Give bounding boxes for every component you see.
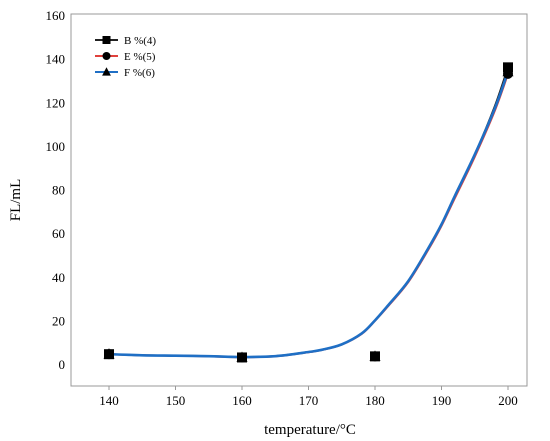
legend-marker (102, 36, 111, 44)
x-tick-label: 150 (166, 393, 186, 408)
series-line-3 (108, 71, 510, 359)
x-tick-label: 140 (99, 393, 119, 408)
x-tick-label: 170 (299, 393, 319, 408)
y-tick-label: 80 (52, 183, 65, 198)
series-3-point (236, 351, 248, 362)
series-3-point (103, 348, 115, 359)
x-tick-label: 190 (432, 393, 452, 408)
legend-label: B %(4) (124, 35, 156, 47)
series-line-2 (108, 73, 509, 359)
x-axis-title: temperature/°C (264, 422, 356, 438)
x-tick-label: 160 (232, 393, 252, 408)
legend-marker (102, 67, 111, 76)
x-tick-label: 200 (498, 393, 518, 408)
y-tick-label: 20 (52, 313, 65, 328)
y-tick-label: 140 (46, 52, 66, 67)
y-tick-label: 100 (46, 139, 66, 154)
series-3-point (502, 65, 514, 77)
x-tick-label: 180 (365, 393, 385, 408)
y-tick-label: 120 (46, 95, 66, 110)
legend-label: F %(6) (124, 67, 155, 79)
legend-marker (102, 52, 111, 60)
series-3-point (369, 350, 381, 361)
y-tick-label: 60 (52, 226, 65, 241)
y-axis-title: FL/mL (8, 179, 24, 222)
y-tick-label: 160 (46, 8, 66, 23)
plot-frame (70, 13, 528, 387)
legend-label: E %(5) (124, 51, 156, 63)
y-tick-label: 40 (52, 270, 65, 285)
y-tick-label: 0 (59, 357, 66, 372)
